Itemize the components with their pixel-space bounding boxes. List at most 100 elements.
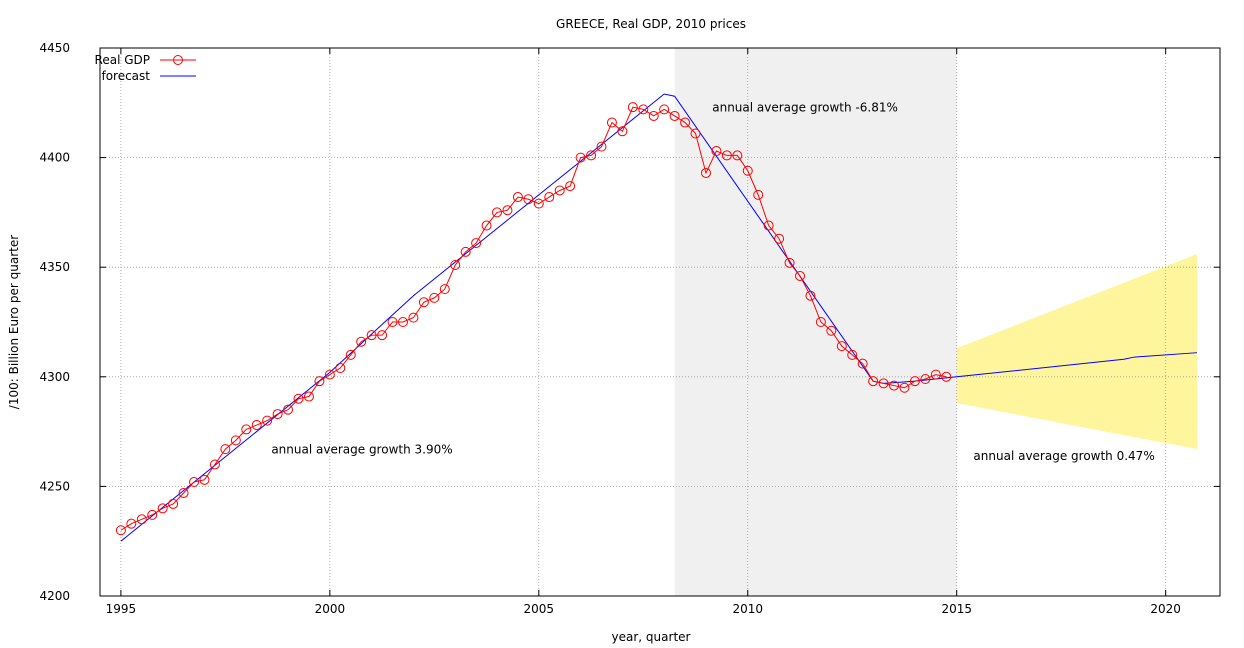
real-gdp-point: [732, 150, 743, 161]
y-tick-label: 4250: [39, 479, 70, 493]
real-gdp-point: [189, 477, 200, 488]
x-tick-label: 1995: [106, 602, 137, 616]
annotation: annual average growth 0.47%: [973, 449, 1154, 463]
annotation: annual average growth 3.90%: [271, 443, 452, 457]
real-gdp-point: [763, 220, 774, 231]
plot-frame: [99, 47, 1221, 597]
real-gdp-point: [920, 373, 931, 384]
real-gdp-point: [168, 498, 179, 509]
real-gdp-line: [120, 106, 947, 531]
real-gdp-point: [711, 146, 722, 157]
x-tick-label: 2000: [315, 602, 346, 616]
real-gdp-point: [544, 192, 555, 203]
real-gdp-point: [251, 420, 262, 431]
real-gdp-point: [784, 257, 795, 268]
real-gdp-point: [857, 358, 868, 369]
legend-marker-real-gdp: [173, 55, 183, 65]
real-gdp-point: [272, 409, 283, 420]
shaded-region: [674, 48, 957, 596]
chart-title: GREECE, Real GDP, 2010 prices: [556, 17, 746, 31]
real-gdp-point: [659, 104, 670, 115]
real-gdp-point: [397, 317, 408, 327]
real-gdp-point: [314, 376, 325, 387]
real-gdp-point: [157, 503, 168, 514]
real-gdp-point: [586, 150, 597, 161]
real-gdp-point: [753, 189, 764, 200]
real-gdp-point: [283, 404, 294, 415]
x-tick-label: 2010: [732, 602, 763, 616]
real-gdp-point: [815, 317, 826, 327]
x-tick-label: 2005: [524, 602, 555, 616]
real-gdp-point: [700, 167, 711, 178]
y-tick-label: 4450: [39, 41, 70, 55]
legend: Real GDP forecast: [95, 53, 196, 83]
real-gdp-point: [805, 290, 816, 301]
real-gdp-point: [627, 102, 638, 113]
real-gdp-point: [554, 185, 565, 196]
real-gdp-point: [826, 325, 837, 336]
real-gdp-point: [115, 525, 126, 536]
real-gdp-point: [690, 128, 701, 139]
forecast-band-layer: [956, 254, 1198, 450]
real-gdp-point: [262, 415, 273, 426]
real-gdp-point: [909, 376, 920, 387]
real-gdp-point: [742, 165, 753, 176]
real-gdp-point: [450, 260, 461, 271]
real-gdp-point: [648, 110, 659, 121]
real-gdp-point: [335, 363, 346, 374]
y-tick-label: 4400: [39, 151, 70, 165]
real-gdp-point: [418, 297, 429, 308]
real-gdp-point: [345, 349, 356, 360]
real-gdp-point: [492, 207, 503, 218]
y-tick-label: 4350: [39, 260, 70, 274]
real-gdp-point: [721, 150, 732, 161]
real-gdp-point: [606, 117, 617, 128]
forecast-band: [956, 254, 1198, 450]
real-gdp-point: [836, 341, 847, 352]
y-tick-label: 4300: [39, 370, 70, 384]
real-gdp-point: [565, 181, 576, 192]
real-gdp-point: [669, 110, 680, 121]
real-gdp-point: [847, 349, 858, 360]
real-gdp-point: [439, 284, 450, 295]
real-gdp-point: [220, 444, 231, 455]
y-tick-label: 4200: [39, 589, 70, 603]
real-gdp-point: [930, 369, 941, 380]
real-gdp-point: [471, 238, 482, 249]
real-gdp-point: [303, 391, 314, 402]
real-gdp-point: [523, 194, 534, 205]
real-gdp-point: [868, 376, 879, 387]
x-axis-label: year, quarter: [612, 630, 691, 644]
real-gdp-point: [941, 371, 952, 382]
legend-label-real-gdp: Real GDP: [95, 53, 150, 67]
real-gdp-point: [889, 380, 900, 391]
annotation-layer: annual average growth 3.90% annual averag…: [271, 101, 1154, 464]
real-gdp-point: [293, 393, 304, 404]
legend-label-forecast: forecast: [101, 69, 150, 83]
x-tick-label: 2020: [1150, 602, 1181, 616]
real-gdp-point: [774, 233, 785, 244]
real-gdp-point: [147, 509, 158, 520]
real-gdp-point: [680, 117, 691, 128]
real-gdp-point: [596, 141, 607, 152]
real-gdp-point: [241, 424, 252, 435]
real-gdp-layer: [115, 102, 952, 536]
real-gdp-point: [460, 246, 471, 257]
real-gdp-point: [324, 369, 335, 380]
real-gdp-point: [502, 205, 513, 216]
real-gdp-point: [199, 474, 210, 485]
real-gdp-point: [429, 292, 440, 303]
real-gdp-point: [209, 459, 220, 470]
y-axis-label: /100: Billion Euro per quarter: [7, 235, 21, 409]
real-gdp-point: [408, 312, 419, 323]
real-gdp-point: [356, 336, 367, 347]
annotation: annual average growth -6.81%: [712, 101, 898, 115]
real-gdp-point: [366, 330, 377, 341]
real-gdp-point: [230, 435, 241, 446]
real-gdp-point: [617, 126, 628, 137]
x-tick-label: 2015: [941, 602, 972, 616]
real-gdp-point: [377, 330, 388, 341]
real-gdp-point: [575, 152, 586, 163]
real-gdp-point: [126, 518, 137, 529]
